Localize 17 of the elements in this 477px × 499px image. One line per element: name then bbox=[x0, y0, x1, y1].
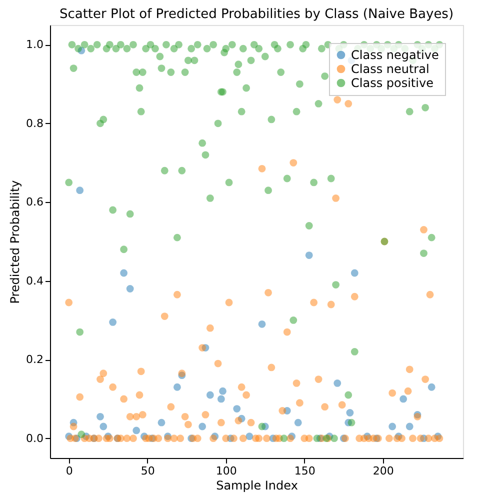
y-tick-label: 0.6 bbox=[26, 196, 44, 209]
x-tick-label: 100 bbox=[216, 464, 237, 478]
legend-label: Class neutral bbox=[351, 62, 430, 76]
x-tick-label: 0 bbox=[66, 464, 73, 478]
y-tick-label: 0.0 bbox=[26, 432, 44, 445]
x-tick-label: 50 bbox=[140, 464, 155, 478]
y-tick-label: 0.8 bbox=[26, 116, 44, 130]
y-axis-title: Predicted Probability bbox=[8, 180, 22, 304]
legend-label: Class positive bbox=[351, 76, 434, 90]
x-tick-label: 200 bbox=[372, 464, 394, 478]
y-tick-label: 0.2 bbox=[26, 353, 44, 366]
x-axis-title: Sample Index bbox=[216, 478, 298, 492]
legend-label: Class negative bbox=[351, 48, 439, 62]
chart-title: Scatter Plot of Predicted Probabilities by Class (Naive Bayes) bbox=[59, 7, 454, 22]
x-tick-label: 150 bbox=[294, 464, 316, 478]
y-tick-label: 0.4 bbox=[26, 274, 44, 288]
y-tick-label: 1.0 bbox=[26, 38, 44, 52]
